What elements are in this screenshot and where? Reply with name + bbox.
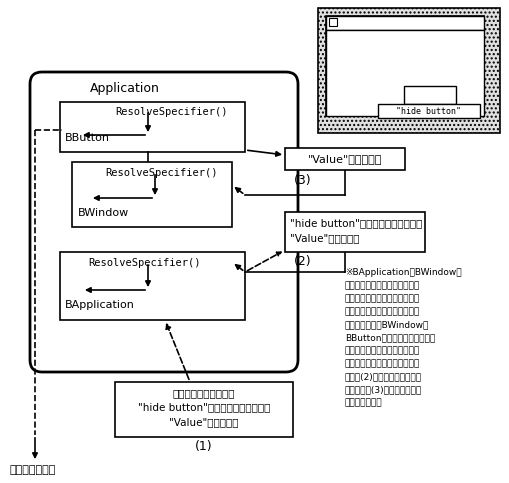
Bar [285, 148, 404, 170]
FancyBboxPatch shape [30, 72, 297, 372]
Text: (2): (2) [293, 255, 311, 268]
Text: "hide button"という名前のボタンの: "hide button"という名前のボタンの [137, 402, 270, 412]
Bar [60, 252, 244, 320]
Text: "Value"プロパティ: "Value"プロパティ [290, 233, 359, 243]
Text: BApplication: BApplication [65, 300, 134, 310]
Bar [115, 382, 293, 437]
Bar [285, 212, 424, 252]
Text: "Value"プロパティ: "Value"プロパティ [169, 417, 238, 427]
Text: めに、(2)の矢印を破線で描画: めに、(2)の矢印を破線で描画 [344, 372, 421, 381]
Bar [325, 16, 483, 30]
Text: BButtonの間のメッセージ転送: BButtonの間のメッセージ転送 [344, 333, 434, 342]
Bar [328, 18, 336, 26]
Bar [325, 30, 483, 116]
Text: "hide button"という名前のボタンの: "hide button"という名前のボタンの [290, 218, 421, 228]
Text: ResolveSpecifier(): ResolveSpecifier() [105, 168, 217, 178]
Bar [60, 102, 244, 152]
Text: ※BApplicationとBWindowは: ※BApplicationとBWindowは [344, 268, 461, 277]
Bar [318, 8, 499, 133]
Bar [377, 104, 479, 118]
Text: するの対し(3)の矢印は実線で: するの対し(3)の矢印は実線で [344, 385, 421, 394]
Bar [325, 16, 483, 116]
Text: 行われる。この違いを表わすた: 行われる。この違いを表わすた [344, 359, 419, 368]
Text: BWindow: BWindow [78, 208, 129, 218]
Text: ResolveSpecifier(): ResolveSpecifier() [115, 107, 227, 117]
Text: 返答メッセージ: 返答メッセージ [10, 465, 56, 475]
Text: は、メソッド呼び出しによって: は、メソッド呼び出しによって [344, 346, 419, 355]
Text: 描画している。: 描画している。 [344, 398, 382, 407]
Text: "hide button": "hide button" [395, 108, 461, 116]
Text: (1): (1) [195, 440, 212, 453]
Bar [403, 86, 455, 104]
Text: (3): (3) [293, 174, 311, 187]
Text: 送はスレッド間通信によって行: 送はスレッド間通信によって行 [344, 307, 419, 316]
Text: Application: Application [90, 82, 159, 95]
Text: "Value"プロパティ: "Value"プロパティ [307, 154, 381, 164]
Text: ており、その間のメッセージ転: ており、その間のメッセージ転 [344, 294, 419, 303]
Text: それぞれ独自のスレッドを持っ: それぞれ独自のスレッドを持っ [344, 281, 419, 290]
Text: 一番目のウィンドウの: 一番目のウィンドウの [173, 388, 235, 398]
Bar [72, 162, 232, 227]
Text: われる。一方、BWindowと: われる。一方、BWindowと [344, 320, 429, 329]
Text: BButton: BButton [65, 133, 110, 143]
Text: ResolveSpecifier(): ResolveSpecifier() [88, 258, 200, 268]
